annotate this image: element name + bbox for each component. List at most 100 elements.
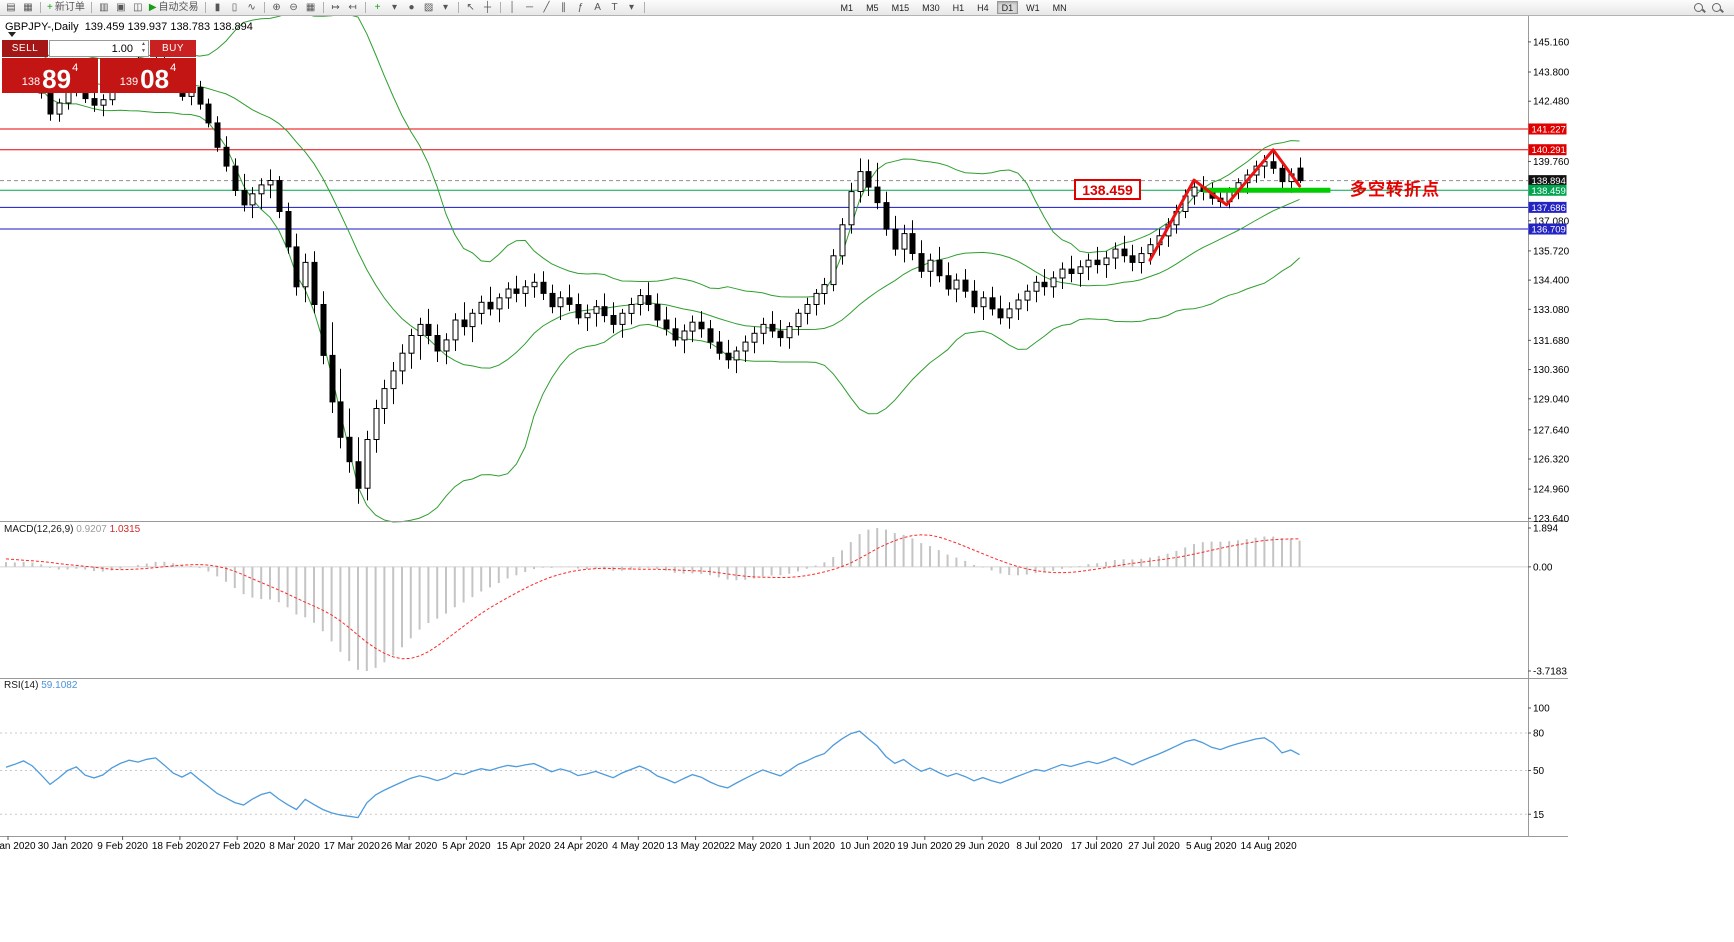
candle-body xyxy=(654,304,661,321)
buy-button[interactable]: BUY xyxy=(150,40,196,57)
tile-windows-icon[interactable]: ▦ xyxy=(303,1,319,15)
text-label-icon[interactable]: T xyxy=(607,1,623,15)
zigzag-trendline[interactable] xyxy=(1148,148,1302,262)
auto-scroll-icon[interactable]: ↦ xyxy=(328,1,344,15)
timeframe-m5[interactable]: M5 xyxy=(866,2,879,13)
templates-dropdown-icon[interactable]: ▾ xyxy=(438,1,454,15)
buy-price-button[interactable]: 139 08 4 xyxy=(100,58,196,93)
candle-body xyxy=(1085,259,1092,268)
indicators-add-icon[interactable]: + xyxy=(370,1,386,15)
timeframe-m1[interactable]: M1 xyxy=(840,2,854,13)
price-tick-label: 137.080 xyxy=(1533,216,1570,227)
market-watch-icon[interactable]: ▥ xyxy=(96,1,112,15)
rsi-indicator-label: RSI(14) 59.1082 xyxy=(4,680,77,691)
equidistant-channel-icon[interactable]: ∥ xyxy=(556,1,572,15)
timeframe-m15[interactable]: M15 xyxy=(891,2,910,13)
one-click-collapse-icon[interactable] xyxy=(8,32,16,37)
candle-body xyxy=(1191,186,1198,197)
search-icon[interactable] xyxy=(1693,2,1705,14)
period-icon[interactable]: ● xyxy=(404,1,420,15)
rsi-pane xyxy=(0,730,1528,819)
price-annotation-label[interactable]: 138.459 xyxy=(1074,179,1141,200)
text-label-icon: T xyxy=(611,1,618,13)
horizontal-line-icon[interactable]: ─ xyxy=(522,1,538,15)
timeframe-h4[interactable]: H4 xyxy=(977,2,989,13)
buy-price-pip: 4 xyxy=(170,62,177,74)
price-tick-label: 126.320 xyxy=(1533,455,1570,466)
date-label: 10 Jun 2020 xyxy=(840,841,895,852)
zoom-in-icon: ⊕ xyxy=(272,1,281,13)
macd-signal-value: 1.0315 xyxy=(109,524,141,535)
turning-point-note[interactable]: 多空转折点 xyxy=(1350,180,1440,199)
timeframe-mn[interactable]: MN xyxy=(1052,2,1067,13)
date-label: 8 Jul 2020 xyxy=(1016,841,1063,852)
volume-stepper[interactable]: ▲ ▼ xyxy=(141,41,146,55)
indicators-dropdown-icon[interactable]: ▾ xyxy=(387,1,403,15)
new-chart-icon[interactable]: ▤ xyxy=(3,1,19,15)
candlestick-chart-icon[interactable]: ▯ xyxy=(227,1,243,15)
macd-main-value: 0.9207 xyxy=(76,524,107,535)
sell-button[interactable]: SELL xyxy=(2,40,48,57)
date-label: 19 Jun 2020 xyxy=(897,841,952,852)
terminal-icon: ◫ xyxy=(133,1,143,13)
candle-body xyxy=(865,171,872,188)
vertical-line-icon[interactable]: │ xyxy=(505,1,521,15)
trendline-icon[interactable]: ╱ xyxy=(539,1,555,15)
templates-icon[interactable]: ▨ xyxy=(421,1,437,15)
candle-body xyxy=(936,259,943,277)
macd-scale-label: 0.00 xyxy=(1533,562,1553,573)
text-icon[interactable]: A xyxy=(590,1,606,15)
autotrading-button: ▶ xyxy=(148,1,157,13)
toolbar-separator xyxy=(40,2,41,13)
zoom-out-icon[interactable]: ⊖ xyxy=(286,1,302,15)
stepper-down-icon[interactable]: ▼ xyxy=(141,48,146,54)
new-order-button[interactable]: + 新订单 xyxy=(45,1,87,15)
timeframe-w1[interactable]: W1 xyxy=(1026,2,1040,13)
timeframe-d1[interactable]: D1 xyxy=(996,1,1019,14)
candle-body xyxy=(909,233,916,255)
autotrading-button[interactable]: ▶ 自动交易 xyxy=(147,1,201,15)
candle-body xyxy=(337,401,344,438)
candle-body xyxy=(531,281,538,288)
price-chip-label: 138.894 xyxy=(1532,176,1566,187)
candle-body xyxy=(804,304,811,314)
zoom-in-icon[interactable]: ⊕ xyxy=(269,1,285,15)
fibonacci-icon[interactable]: ƒ xyxy=(573,1,589,15)
bar-chart-icon: ▮ xyxy=(214,1,221,13)
indicator-axis: 1.894 0.00 -3.7183 100 80 50 15 xyxy=(1528,524,1567,821)
stepper-up-icon[interactable]: ▲ xyxy=(141,41,146,47)
candle-body xyxy=(443,339,450,352)
candle-body xyxy=(311,261,318,305)
cursor-icon[interactable]: ↖ xyxy=(463,1,479,15)
line-chart-icon[interactable]: ∿ xyxy=(244,1,260,15)
candle-body xyxy=(100,99,107,106)
arrows-dropdown-icon[interactable]: ▾ xyxy=(624,1,640,15)
candle-body xyxy=(742,341,749,352)
timeframe-h1[interactable]: H1 xyxy=(952,2,965,13)
horizontal-line-icon: ─ xyxy=(526,1,534,13)
window-layout-icon[interactable]: ▦ xyxy=(20,1,36,15)
candle-body xyxy=(487,301,494,310)
candle-body xyxy=(663,319,670,330)
candle-body xyxy=(1033,281,1040,292)
candle-body xyxy=(1129,255,1136,263)
cursor-icon: ↖ xyxy=(466,1,475,13)
candle-body xyxy=(689,321,696,332)
sell-price-button[interactable]: 138 89 4 xyxy=(2,58,98,93)
date-label: 24 Apr 2020 xyxy=(554,841,608,852)
data-window-icon: ▣ xyxy=(116,1,126,13)
data-window-icon[interactable]: ▣ xyxy=(113,1,129,15)
rsi-name: RSI(14) xyxy=(4,680,39,691)
date-label: 9 Feb 2020 xyxy=(97,841,148,852)
chart-canvas: 145.160 143.800 142.480 139.760 137.080 135.7… xyxy=(0,16,1570,852)
timeframe-m30[interactable]: M30 xyxy=(922,2,940,13)
autotrading-button-label: 自动交易 xyxy=(158,1,199,13)
chart-shift-icon[interactable]: ↤ xyxy=(345,1,361,15)
crosshair-icon[interactable]: ┼ xyxy=(480,1,496,15)
bar-chart-icon[interactable]: ▮ xyxy=(210,1,226,15)
candlestick-series xyxy=(3,52,1304,504)
terminal-icon[interactable]: ◫ xyxy=(130,1,146,15)
volume-input[interactable]: 1.00 ▲ ▼ xyxy=(49,40,149,57)
zoom-icon[interactable] xyxy=(1711,2,1723,14)
